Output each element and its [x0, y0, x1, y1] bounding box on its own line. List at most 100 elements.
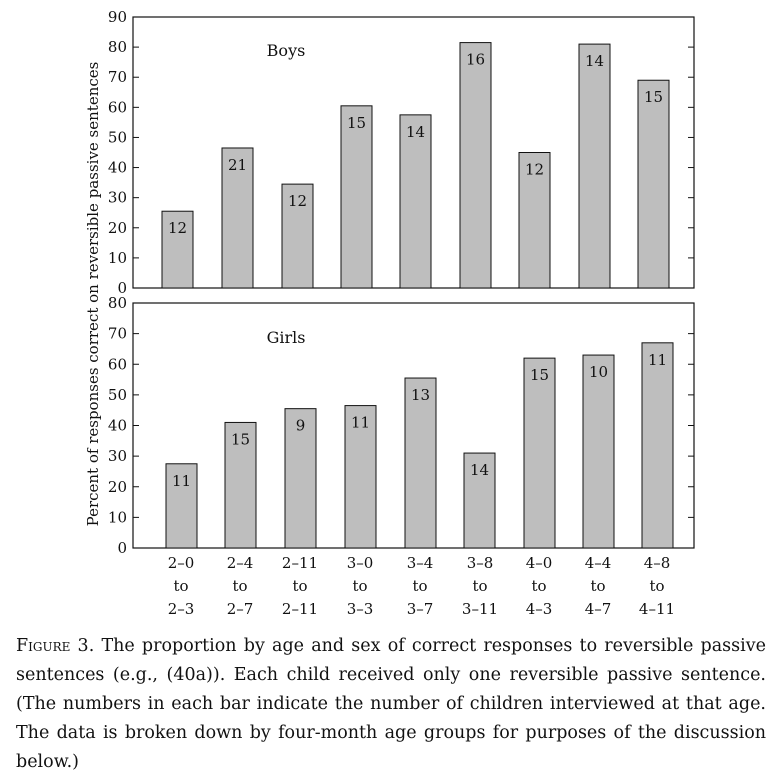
x-category-label-line: 2–11	[282, 554, 318, 572]
x-category-label-line: to	[292, 577, 307, 595]
girls-bar-count-label: 11	[172, 472, 191, 490]
girls-ytick-label: 70	[108, 325, 127, 343]
girls-bar	[463, 452, 496, 549]
x-category-label: 4–0 to 4–3	[526, 554, 553, 618]
x-category-label-line: to	[472, 577, 487, 595]
x-category-label: 4–4 to 4–7	[585, 554, 612, 618]
girls-bar	[224, 421, 257, 549]
chart-panels: 0102030405060708090122112151416121415Boy…	[108, 8, 695, 557]
x-category-label: 2–11 to 2–11	[282, 554, 318, 618]
x-category-label-line: 3–8	[467, 554, 494, 572]
girls-ytick-label: 0	[117, 539, 127, 557]
girls-bar-count-label: 11	[648, 351, 667, 369]
x-category-label-line: 4–11	[639, 600, 675, 618]
x-category-label-line: 2–11	[282, 600, 318, 618]
x-category-label-line: to	[352, 577, 367, 595]
girls-bar-count-label: 9	[296, 417, 306, 435]
girls-bar-count-label: 11	[351, 414, 370, 432]
boys-bar-count-label: 15	[644, 88, 663, 106]
girls-panel: 0 10 20 30 40 50 60 70 80 11 15 9 11 13 14 15 10 11 Girls	[108, 294, 695, 557]
x-category-label-line: 2–0	[168, 554, 195, 572]
boys-bar	[578, 43, 611, 289]
boys-bar	[399, 114, 432, 289]
x-category-label-line: 4–3	[526, 600, 553, 618]
boys-ytick-label: 0	[117, 279, 127, 297]
boys-ytick-label: 30	[108, 189, 127, 207]
boys-ytick-label: 40	[108, 159, 127, 177]
x-category-label: 3–8 to 3–11	[462, 554, 498, 618]
boys-bar	[459, 42, 492, 289]
boys-bar	[281, 183, 314, 289]
x-category-label-line: 3–11	[462, 600, 498, 618]
x-category-label-line: to	[649, 577, 664, 595]
boys-bar-count-label: 14	[585, 52, 604, 70]
x-category-label-line: 2–7	[227, 600, 254, 618]
boys-ytick-label: 60	[108, 98, 127, 116]
x-category-label-line: 3–7	[407, 600, 434, 618]
girls-panel-label: Girls	[267, 328, 306, 347]
boys-bar-count-label: 16	[466, 51, 485, 69]
x-category-label-line: 4–7	[585, 600, 612, 618]
boys-ytick-label: 90	[108, 8, 127, 26]
x-category-label: 2–0 to 2–3	[168, 554, 195, 618]
boys-bar-count-label: 15	[347, 114, 366, 132]
girls-bar	[641, 342, 674, 549]
girls-bar	[404, 377, 437, 549]
x-category-label: 4–8 to 4–11	[639, 554, 675, 618]
boys-ytick-label: 10	[108, 249, 127, 267]
boys-bar-count-label: 14	[406, 123, 425, 141]
x-category-label-line: 4–8	[644, 554, 671, 572]
x-category-label-line: to	[173, 577, 188, 595]
figure-caption: Figure 3. The proportion by age and sex …	[16, 632, 766, 777]
x-category-label-line: 4–0	[526, 554, 553, 572]
bar-chart-figure: Percent of responses correct on reversib…	[84, 8, 695, 618]
boys-bar-count-label: 12	[288, 192, 307, 210]
x-axis-category-labels: 2–0to2–32–4to2–72–11to2–113–0to3–33–4to3…	[168, 554, 675, 618]
x-category-label-line: 3–0	[347, 554, 374, 572]
girls-ytick-label: 40	[108, 417, 127, 435]
y-axis-label: Percent of responses correct on reversib…	[84, 62, 102, 527]
boys-ytick-label: 50	[108, 128, 127, 146]
girls-ytick-label: 50	[108, 386, 127, 404]
girls-bar	[284, 408, 317, 549]
boys-bar	[518, 152, 551, 289]
x-category-label-line: 2–3	[168, 600, 195, 618]
x-category-label: 3–4 to 3–7	[407, 554, 434, 618]
girls-ytick-label: 60	[108, 355, 127, 373]
x-category-label-line: to	[531, 577, 546, 595]
boys-bar-count-label: 12	[525, 161, 544, 179]
girls-ytick-label: 30	[108, 447, 127, 465]
x-category-label-line: 2–4	[227, 554, 254, 572]
girls-bar	[165, 463, 198, 549]
figure-label: Figure 3.	[16, 636, 95, 656]
girls-bar	[582, 354, 615, 549]
x-category-label-line: to	[590, 577, 605, 595]
boys-bar	[637, 79, 670, 289]
x-category-label: 2–4 to 2–7	[227, 554, 254, 618]
girls-bar-count-label: 10	[589, 363, 608, 381]
girls-bar-count-label: 14	[470, 461, 489, 479]
girls-bar	[344, 405, 377, 549]
x-category-label-line: to	[232, 577, 247, 595]
girls-ytick-label: 80	[108, 294, 127, 312]
caption-text: The proportion by age and sex of correct…	[16, 636, 766, 772]
x-category-label: 3–0 to 3–3	[347, 554, 374, 618]
boys-ytick-label: 80	[108, 38, 127, 56]
x-category-label-line: to	[412, 577, 427, 595]
boys-bar	[161, 210, 194, 289]
boys-bar-count-label: 21	[228, 156, 247, 174]
girls-bar-count-label: 15	[530, 366, 549, 384]
x-category-label-line: 3–3	[347, 600, 374, 618]
boys-bar	[340, 105, 373, 289]
boys-ytick-label: 20	[108, 219, 127, 237]
girls-ytick-label: 20	[108, 478, 127, 496]
girls-bar-count-label: 15	[231, 430, 250, 448]
girls-ytick-label: 10	[108, 508, 127, 526]
x-category-label-line: 3–4	[407, 554, 434, 572]
boys-panel-label: Boys	[267, 41, 306, 60]
x-category-label-line: 4–4	[585, 554, 612, 572]
girls-bar-count-label: 13	[411, 386, 430, 404]
boys-panel: 0 10 20 30 40 50 60 70 80 90 12 21 12 15 14 16 12 14 15 Boy…	[108, 8, 695, 297]
girls-bar	[523, 357, 556, 549]
boys-ytick-label: 70	[108, 68, 127, 86]
